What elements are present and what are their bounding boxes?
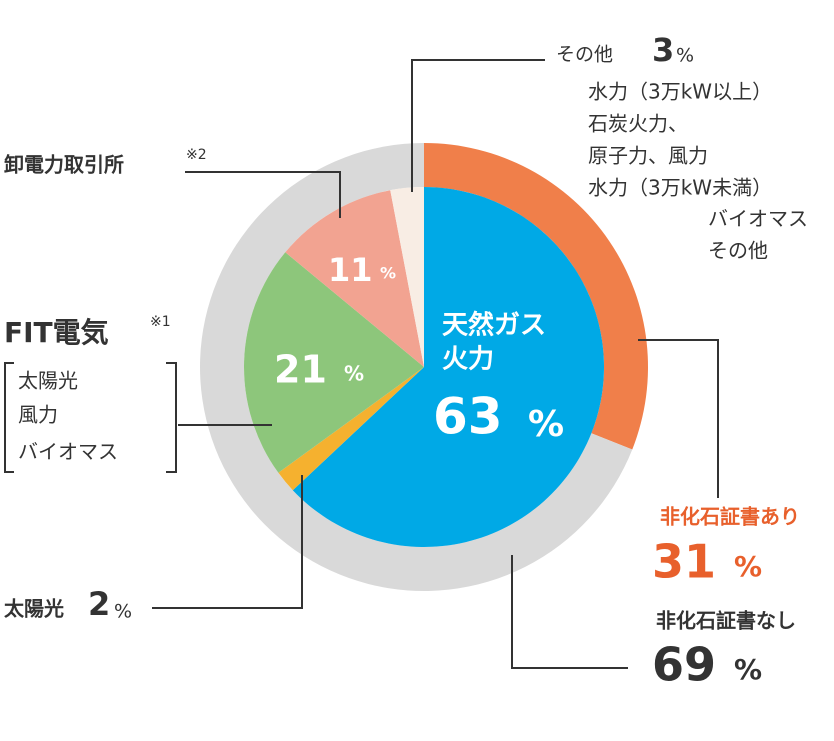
slice-label: 天然ガス (442, 310, 546, 341)
pie (200, 143, 649, 592)
unit: % (734, 653, 762, 686)
item: 風力 (18, 403, 58, 427)
unit: % (344, 362, 364, 386)
unit: % (380, 264, 396, 283)
item: その他 (708, 239, 768, 263)
leader-line (185, 171, 341, 218)
unit: % (114, 601, 132, 623)
note: ※1 (150, 314, 171, 330)
leader-line (411, 59, 545, 192)
item: バイオマス (708, 207, 808, 231)
slice (292, 187, 604, 547)
item: 原子力、風力 (588, 144, 708, 168)
unit: % (676, 45, 694, 67)
unit: % (528, 404, 564, 445)
bracket (4, 362, 14, 473)
unit: % (734, 550, 762, 583)
slice (244, 252, 424, 473)
slice-label: FIT電気 (4, 316, 109, 349)
slice-value: 31 (652, 535, 716, 589)
slice-value: 69 (652, 638, 716, 692)
slice-label: 非化石証書あり (660, 505, 800, 529)
leader-line (638, 339, 719, 498)
item: 太陽光 (18, 369, 78, 393)
slice-label: その他 (556, 44, 613, 66)
slice (424, 143, 649, 450)
slice (285, 190, 424, 367)
slice-label: 非化石証書なし (656, 609, 796, 633)
slice-label: 太陽光 (4, 597, 64, 621)
slice-label: 火力 (442, 345, 494, 375)
leader-line (511, 555, 628, 669)
note: ※2 (186, 147, 207, 163)
item: 水力（3万kW以上） (588, 80, 772, 104)
slice-value: 3 (652, 31, 674, 69)
slice-value: 2 (88, 585, 110, 623)
slice (278, 367, 424, 491)
slice-value: 11 (328, 251, 373, 289)
slice-value: 21 (274, 348, 327, 392)
leader-line (152, 475, 303, 609)
bracket (166, 362, 177, 473)
item: 水力（3万kW未満） (588, 176, 772, 200)
item: 石炭火力、 (588, 112, 688, 136)
slice (390, 187, 424, 367)
slice-label: 卸電力取引所 (4, 153, 124, 177)
item: バイオマス (18, 440, 118, 464)
slice-value: 63 (433, 388, 503, 446)
